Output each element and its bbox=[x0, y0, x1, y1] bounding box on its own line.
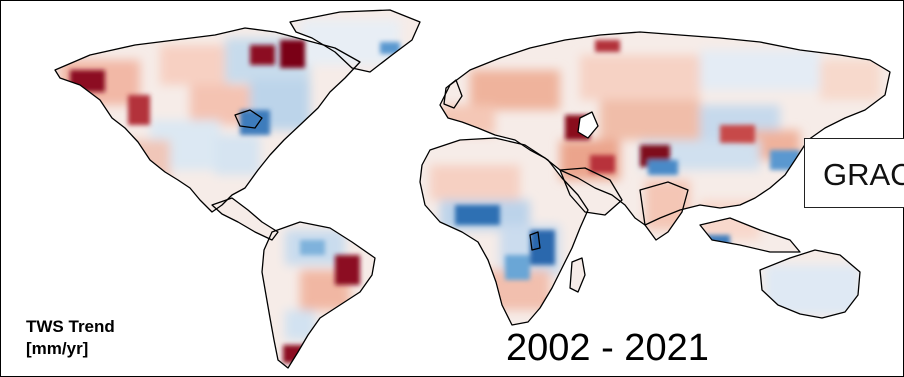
dataset-badge-text: GRACE bbox=[823, 157, 904, 192]
variable-label: TWS Trend [mm/yr] bbox=[26, 316, 115, 360]
dataset-badge: GRACE bbox=[804, 138, 904, 208]
variable-label-line2: [mm/yr] bbox=[26, 339, 89, 358]
coastlines bbox=[54, 9, 891, 369]
variable-label-line1: TWS Trend bbox=[26, 317, 115, 336]
time-period-label: 2002 - 2021 bbox=[506, 327, 709, 369]
